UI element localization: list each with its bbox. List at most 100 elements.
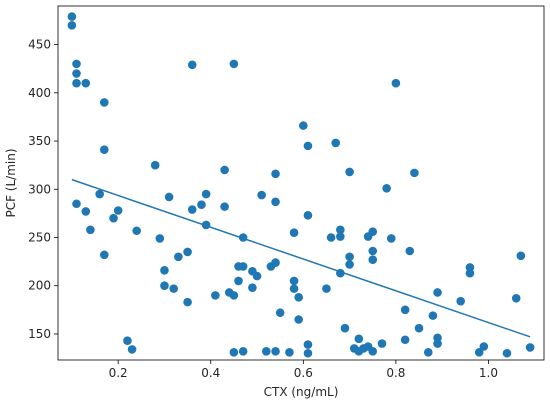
data-point — [377, 339, 387, 348]
data-point — [322, 284, 331, 293]
data-point — [229, 347, 239, 357]
x-tick-label: 0.4 — [201, 366, 220, 380]
data-point — [275, 308, 285, 318]
data-point — [294, 315, 303, 324]
data-point — [345, 252, 354, 262]
data-point — [127, 345, 137, 354]
data-point — [336, 225, 345, 235]
data-point — [72, 78, 81, 88]
data-point — [405, 246, 415, 256]
x-tick-label: 0.8 — [386, 366, 405, 380]
data-point — [229, 59, 239, 69]
data-point — [86, 225, 95, 235]
data-point — [326, 233, 336, 242]
data-point — [164, 192, 174, 202]
data-point — [99, 250, 109, 260]
data-point — [414, 323, 424, 333]
y-tick-label: 200 — [28, 279, 51, 293]
data-point — [289, 284, 299, 293]
plot-frame — [57, 5, 545, 361]
data-point — [183, 297, 192, 307]
data-point — [391, 78, 401, 88]
data-point — [160, 281, 169, 291]
data-point — [336, 232, 345, 241]
x-tick-label: 0.6 — [294, 366, 313, 380]
data-point — [340, 323, 350, 333]
data-point — [99, 145, 109, 155]
data-point — [303, 141, 313, 151]
data-point — [150, 160, 160, 170]
data-point — [502, 348, 512, 358]
data-point — [169, 284, 179, 293]
data-point — [271, 197, 280, 207]
data-point — [386, 234, 396, 243]
data-point — [345, 167, 354, 177]
data-point — [72, 199, 81, 209]
data-point — [113, 206, 123, 215]
data-point — [67, 12, 77, 21]
trend-line — [71, 178, 531, 338]
points-layer — [67, 12, 535, 358]
data-point — [368, 347, 378, 356]
y-tick-label: 400 — [28, 86, 51, 100]
data-point — [289, 228, 299, 237]
data-point — [238, 262, 248, 271]
data-point — [303, 211, 313, 220]
data-point — [299, 121, 308, 130]
data-point — [201, 189, 211, 199]
data-point — [433, 288, 442, 297]
data-point — [109, 213, 118, 223]
data-point — [479, 342, 489, 351]
data-point — [382, 184, 391, 193]
data-point — [261, 347, 271, 356]
data-point — [423, 347, 433, 357]
data-point — [456, 296, 465, 306]
data-point — [400, 335, 410, 345]
data-point — [465, 268, 475, 278]
data-point — [285, 347, 294, 357]
data-point — [81, 78, 91, 88]
data-point — [197, 200, 206, 210]
data-point — [345, 260, 354, 269]
data-point — [294, 293, 303, 302]
data-point — [368, 255, 378, 264]
data-point — [229, 291, 239, 300]
data-point — [303, 340, 313, 349]
data-point — [252, 271, 262, 281]
data-point — [174, 252, 183, 262]
data-point — [248, 283, 257, 292]
data-point — [511, 293, 521, 303]
data-point — [72, 59, 81, 69]
data-point — [238, 233, 248, 242]
data-point — [368, 246, 378, 256]
data-point — [525, 343, 535, 352]
data-point — [132, 226, 141, 236]
data-point — [81, 207, 91, 216]
data-point — [187, 205, 197, 214]
ticks-layer: 0.2 0.4 0.6 0.8 1.0 150 200 250 300 350 400 450 — [28, 38, 498, 380]
data-point — [433, 339, 442, 348]
data-point — [271, 347, 280, 356]
data-point — [211, 291, 220, 300]
data-point — [220, 165, 229, 175]
data-point — [234, 276, 243, 286]
x-tick-label: 0.2 — [109, 366, 128, 380]
data-point — [220, 202, 229, 211]
data-point — [187, 60, 197, 70]
data-point — [257, 190, 266, 200]
data-point — [474, 347, 484, 357]
data-point — [410, 168, 419, 178]
data-point — [354, 334, 364, 344]
data-point — [303, 348, 313, 358]
data-point — [428, 311, 438, 320]
y-axis-label: PCF (L/min) — [4, 148, 18, 217]
data-point — [331, 138, 341, 148]
y-tick-label: 150 — [28, 327, 51, 341]
data-point — [336, 268, 345, 278]
data-point — [67, 20, 77, 30]
data-point — [123, 336, 132, 346]
y-tick-label: 300 — [28, 182, 51, 196]
data-point — [271, 258, 280, 267]
data-point — [72, 69, 81, 78]
